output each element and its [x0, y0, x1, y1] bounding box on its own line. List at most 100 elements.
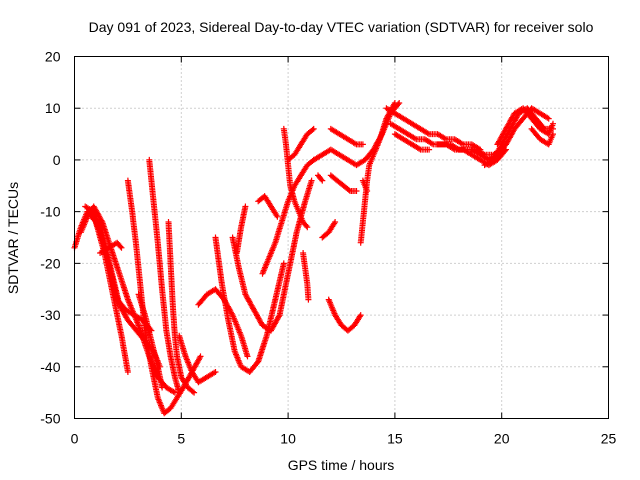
data-point — [157, 242, 159, 244]
data-point — [287, 164, 289, 166]
data-point — [302, 252, 304, 254]
data-point — [496, 143, 499, 146]
data-point — [535, 117, 537, 120]
data-point — [552, 123, 554, 125]
data-point — [283, 128, 285, 130]
data-point — [398, 102, 400, 104]
series-arc-26 — [357, 100, 398, 246]
series-arc-16 — [255, 193, 281, 220]
data-point — [353, 324, 355, 327]
data-point — [445, 138, 447, 140]
data-point — [227, 319, 229, 321]
data-point — [394, 133, 396, 135]
data-point — [118, 273, 120, 275]
data-point — [214, 371, 217, 373]
data-point — [274, 242, 276, 244]
x-tick-label: 5 — [177, 431, 185, 447]
data-point — [334, 221, 336, 223]
data-point — [531, 117, 533, 120]
data-point — [199, 355, 202, 358]
data-point — [394, 102, 396, 104]
data-point — [174, 392, 176, 394]
data-point — [513, 128, 516, 130]
series-arc-12 — [212, 234, 287, 375]
data-point — [176, 355, 178, 358]
data-point — [281, 221, 283, 223]
data-point — [310, 180, 313, 182]
data-point — [197, 304, 199, 306]
data-point — [360, 314, 362, 316]
data-point — [522, 117, 524, 120]
data-point — [116, 298, 118, 301]
y-tick-label: 20 — [45, 49, 61, 65]
data-point — [306, 133, 308, 135]
data-point — [257, 200, 259, 202]
data-point — [108, 262, 110, 264]
data-point — [283, 262, 285, 264]
data-point — [238, 267, 240, 270]
y-tick-label: -20 — [40, 255, 60, 271]
data-point — [293, 185, 296, 187]
data-point — [492, 159, 494, 161]
data-point — [411, 143, 413, 146]
data-point — [432, 143, 434, 146]
data-point — [454, 148, 456, 151]
data-point — [300, 143, 302, 146]
data-point — [338, 133, 340, 135]
data-point — [150, 340, 152, 342]
series-markers — [300, 250, 312, 303]
data-point — [131, 211, 133, 213]
data-point — [398, 128, 400, 130]
data-point — [362, 221, 364, 223]
data-point — [293, 200, 296, 202]
data-point — [270, 329, 272, 332]
data-point — [144, 314, 146, 316]
tick-layer: 0 5 10 15 20 25 -50 -40 -30 -20 -10 0 10 20 — [40, 49, 616, 447]
data-point — [244, 205, 246, 208]
data-point — [278, 314, 281, 316]
data-point — [509, 128, 511, 130]
data-point — [296, 231, 298, 233]
data-point — [120, 247, 123, 249]
data-point — [330, 128, 332, 130]
series-arc-5 — [97, 239, 125, 256]
data-point — [522, 107, 524, 109]
data-point — [501, 143, 503, 146]
series-markers — [233, 203, 249, 256]
data-point — [437, 143, 439, 146]
data-point — [174, 335, 176, 337]
series-arc-30 — [391, 131, 433, 153]
data-point — [321, 236, 323, 239]
data-point — [364, 200, 366, 202]
grid-layer — [74, 56, 609, 419]
data-point — [362, 180, 364, 182]
series-markers — [327, 172, 360, 194]
data-point — [394, 112, 396, 114]
data-point — [135, 329, 138, 332]
data-point — [101, 221, 103, 223]
data-point — [182, 386, 185, 389]
data-point — [214, 288, 217, 290]
data-point — [539, 138, 541, 140]
data-point — [270, 205, 272, 208]
data-point — [330, 148, 332, 151]
data-point — [471, 154, 473, 156]
data-point — [462, 148, 464, 151]
data-point — [539, 128, 541, 130]
data-point — [415, 138, 417, 140]
series-arc-32 — [468, 105, 552, 163]
x-axis-label: GPS time / hours — [288, 457, 395, 473]
data-point — [90, 211, 93, 213]
data-point — [214, 236, 217, 239]
data-point — [240, 335, 242, 337]
data-point — [334, 314, 336, 316]
data-point — [548, 143, 550, 146]
data-point — [479, 159, 481, 161]
series-arc-17 — [280, 125, 311, 231]
data-point — [317, 174, 319, 177]
data-point — [300, 174, 302, 177]
data-point — [187, 386, 189, 389]
series-markers — [315, 172, 326, 184]
